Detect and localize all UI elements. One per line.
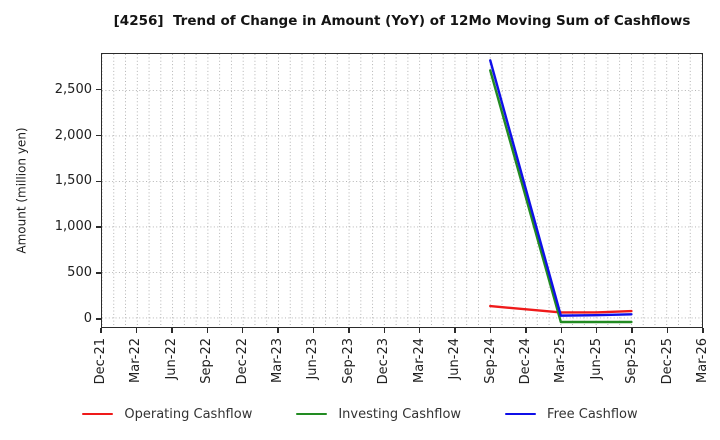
x-tick-mark (206, 328, 208, 333)
plot-area (101, 53, 703, 328)
x-tick-mark (171, 328, 173, 333)
x-tick-label: Dec-24 (517, 338, 533, 385)
x-tick-mark (419, 328, 421, 333)
y-tick-mark (96, 180, 101, 183)
y-tick-label: 1,000 (54, 219, 92, 235)
legend-label: Operating Cashflow (124, 406, 253, 422)
x-tick-mark (666, 328, 669, 333)
x-tick-label: Jun-25 (588, 338, 604, 380)
y-tick-label: 2,500 (54, 81, 92, 97)
x-tick-label: Dec-21 (93, 338, 108, 385)
x-tick-label: Sep-22 (199, 338, 215, 384)
legend: Operating Cashflow Investing Cashflow Free… (0, 403, 720, 425)
x-tick-label: Sep-24 (482, 338, 498, 384)
x-tick-mark (454, 328, 456, 333)
legend-line-swatch (296, 412, 328, 416)
legend-label: Free Cashflow (547, 406, 638, 422)
x-tick-label: Mar-25 (553, 338, 569, 383)
x-tick-mark (241, 328, 244, 333)
x-tick-mark (560, 328, 563, 333)
x-tick-mark (383, 328, 385, 333)
legend-item: Investing Cashflow (296, 407, 461, 422)
x-tick-label: Sep-25 (624, 338, 640, 384)
x-tick-mark (135, 328, 138, 333)
x-tick-mark (312, 328, 315, 333)
legend-line-swatch (505, 412, 537, 416)
x-tick-mark (100, 328, 102, 333)
legend-line-swatch (82, 412, 114, 416)
x-tick-mark (348, 328, 350, 333)
y-tick-label: 1,500 (54, 173, 92, 189)
chart-title: [4256] Trend of Change in Amount (YoY) o… (113, 13, 691, 29)
y-tick-mark (96, 226, 101, 228)
x-tick-mark (631, 328, 633, 333)
x-tick-label: Mar-23 (270, 338, 286, 383)
x-tick-label: Dec-22 (234, 338, 250, 385)
y-tick-label: 500 (67, 265, 92, 280)
x-tick-label: Jun-24 (447, 338, 463, 380)
x-tick-label: Sep-23 (340, 338, 356, 384)
x-tick-label: Dec-25 (659, 338, 675, 385)
x-tick-label: Dec-23 (376, 338, 392, 385)
legend-label: Investing Cashflow (338, 406, 462, 422)
x-tick-mark (525, 328, 527, 333)
y-tick-mark (96, 88, 101, 91)
x-tick-label: Mar-24 (411, 338, 427, 383)
x-tick-mark (277, 328, 279, 333)
x-tick-label: Mar-22 (128, 338, 144, 383)
y-tick-mark (96, 134, 101, 137)
plot-canvas (102, 54, 702, 327)
x-tick-label: Mar-26 (695, 338, 710, 383)
x-tick-mark (702, 328, 704, 333)
x-tick-mark (489, 328, 492, 333)
y-tick-mark (96, 318, 101, 320)
x-tick-mark (596, 328, 598, 333)
legend-item: Operating Cashflow (82, 407, 252, 422)
y-tick-label: 2,000 (54, 127, 92, 143)
x-tick-label: Jun-22 (163, 338, 179, 380)
y-tick-label: 0 (83, 310, 92, 326)
legend-item: Free Cashflow (505, 407, 638, 422)
y-tick-mark (96, 272, 101, 274)
x-tick-label: Jun-23 (305, 338, 321, 380)
